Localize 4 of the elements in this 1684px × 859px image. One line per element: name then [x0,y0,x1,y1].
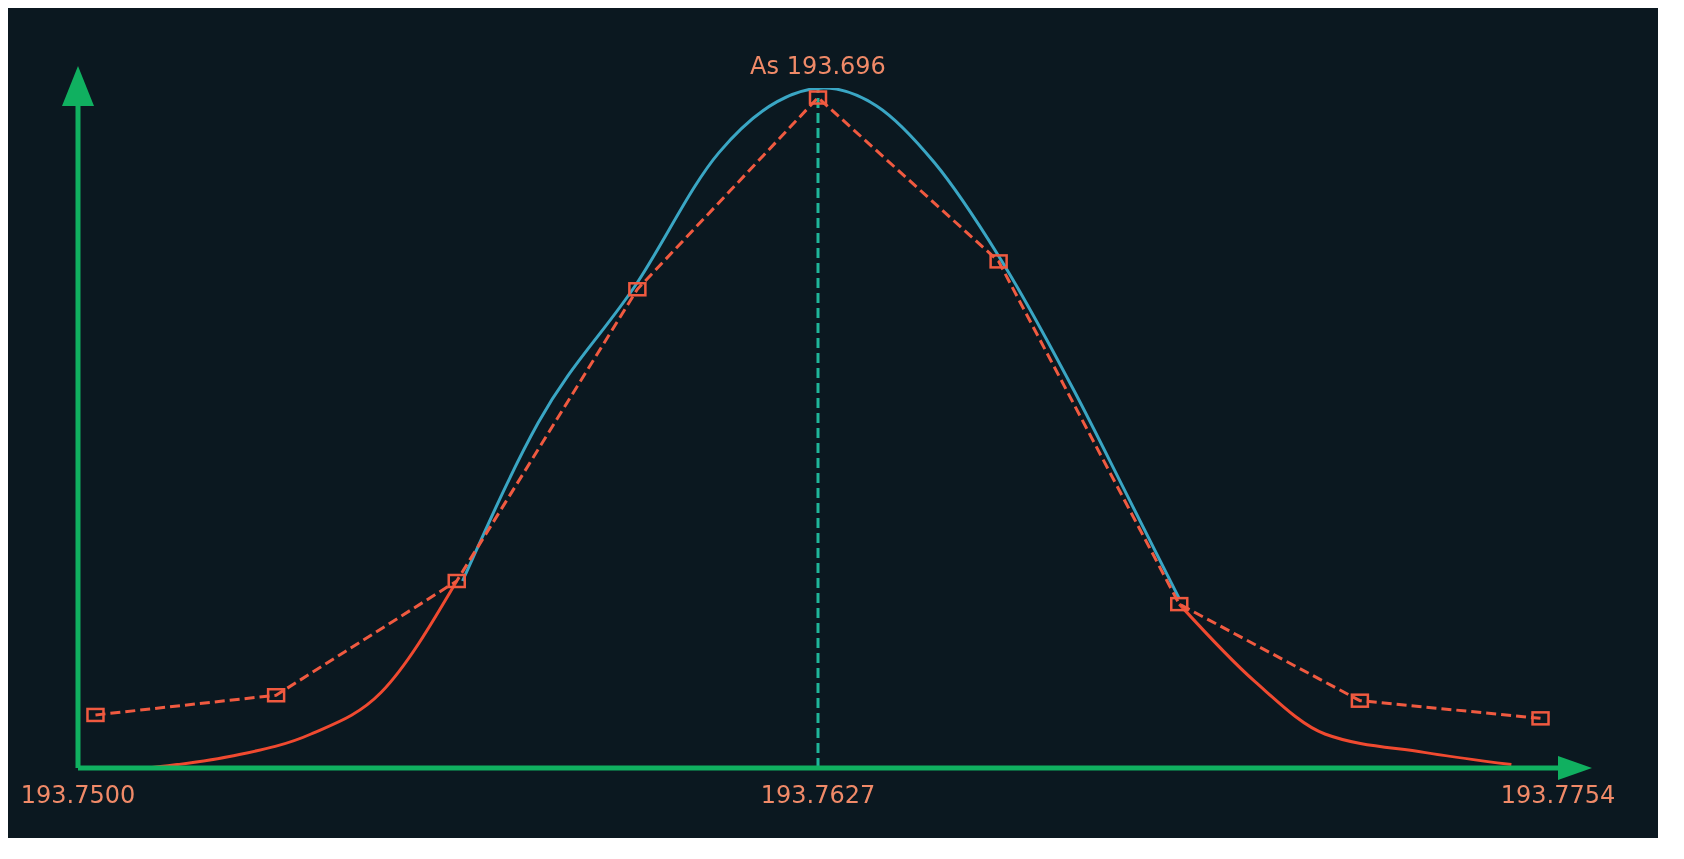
x-tick-label: 193.7627 [760,781,876,810]
ref-line-label: As 193.696 [750,52,886,80]
x-tick-label: 193.7500 [20,781,136,810]
x-tick-label: 193.7754 [1500,781,1616,810]
